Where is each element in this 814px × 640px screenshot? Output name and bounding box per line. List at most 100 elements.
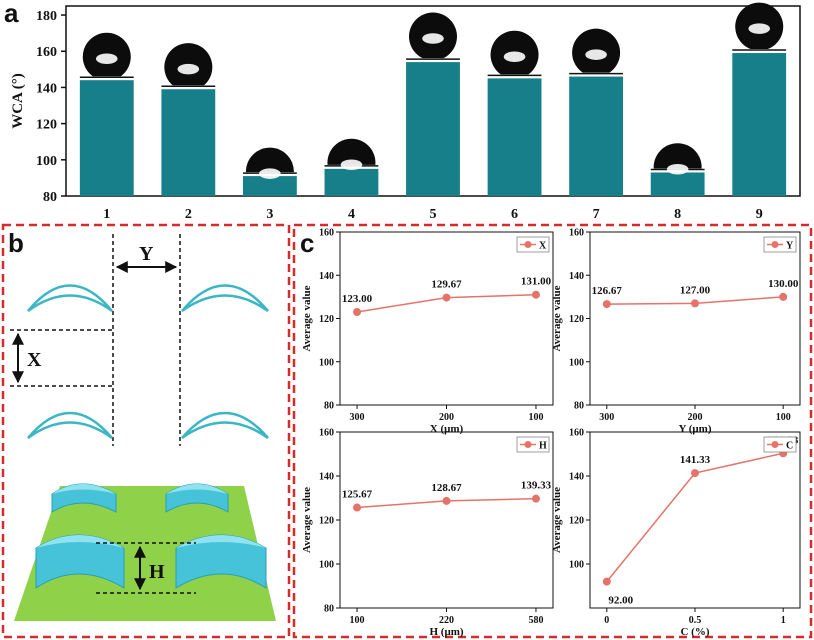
- x-tick-label: 200: [688, 412, 703, 423]
- droplet-highlight: [666, 163, 689, 175]
- data-point: [531, 494, 540, 503]
- average-value-charts: 80 100 120 140 160 Average value 300 200 100 X (μ…: [301, 228, 801, 638]
- x-axis-label: C (%): [680, 626, 709, 638]
- x-tick-label: 6: [511, 207, 518, 222]
- legend-marker: [524, 241, 532, 248]
- x-tick-label: 0: [604, 615, 609, 626]
- water-droplet: [653, 143, 702, 169]
- x-tick-label: 5: [430, 207, 437, 222]
- x-tick-label: 3: [266, 207, 273, 222]
- crescent-shape: [181, 284, 269, 313]
- legend-marker: [771, 441, 779, 448]
- curved-block: [175, 534, 267, 589]
- plot-frame: [589, 231, 801, 406]
- h-dimension-label: H: [149, 561, 165, 583]
- y-tick-label: 140: [36, 81, 57, 96]
- x-axis-label: X (μm): [430, 423, 464, 435]
- data-label: 127.00: [680, 284, 711, 296]
- droplet-highlight: [259, 168, 281, 179]
- panel-letter-a: a: [4, 0, 19, 28]
- y-axis-label: WCA (°): [10, 73, 26, 129]
- bar: [487, 78, 542, 196]
- data-point: [602, 300, 611, 309]
- data-point: [531, 290, 540, 299]
- line-chart-y: 80 100 120 140 160 Average value 300 200 100 Y (μ…: [551, 228, 801, 435]
- data-point: [442, 293, 451, 302]
- y-dimension-label: Y: [139, 243, 154, 265]
- legend-label: X: [539, 241, 547, 252]
- y-axis-label: Average value: [551, 285, 563, 351]
- data-label: 129.67: [431, 279, 462, 291]
- x-axis-label: H (μm): [429, 626, 463, 638]
- droplet-highlight: [422, 33, 444, 44]
- crescent-shape: [181, 411, 269, 440]
- plot-frame: [339, 431, 554, 609]
- bar: [650, 172, 705, 196]
- crescent-shape: [27, 411, 113, 440]
- y-tick-label: 140: [569, 271, 584, 282]
- y-tick-label: 100: [36, 154, 57, 169]
- data-label: 123.00: [342, 293, 373, 305]
- data-point: [442, 496, 451, 505]
- legend-marker: [771, 241, 779, 248]
- x-tick-label: 7: [593, 207, 600, 222]
- y-tick-label: 120: [569, 516, 584, 527]
- data-label: 125.67: [342, 489, 373, 501]
- data-label: 128.67: [431, 482, 462, 494]
- data-label: 141.33: [680, 454, 711, 466]
- data-label: 130.00: [768, 278, 799, 290]
- line-chart-c: 100 120 140 160 Average value 0 0.5 1 C (%) 92.00…: [551, 428, 801, 638]
- y-tick-label: 120: [569, 314, 584, 325]
- bar: [324, 168, 379, 196]
- legend-label: C: [786, 441, 793, 452]
- bar: [569, 76, 624, 196]
- legend-label: H: [539, 441, 547, 452]
- curved-block: [51, 483, 117, 513]
- water-droplet: [245, 147, 294, 173]
- curved-block: [35, 534, 125, 589]
- y-tick-label: 80: [324, 401, 334, 412]
- x-tick-label: 4: [348, 207, 355, 222]
- data-point: [691, 469, 699, 478]
- data-point: [602, 577, 611, 586]
- y-tick-label: 80: [324, 604, 334, 615]
- y-tick-label: 140: [569, 472, 584, 483]
- structure-schematic: Y X H: [10, 234, 276, 621]
- data-label: 139.33: [521, 480, 552, 492]
- legend-label: Y: [786, 241, 794, 252]
- x-tick-label: 9: [756, 207, 763, 222]
- bar: [406, 62, 460, 196]
- panel-c-border: [292, 223, 813, 639]
- droplet-highlight: [340, 159, 363, 171]
- droplet-highlight: [748, 23, 771, 34]
- line-chart-x: 80 100 120 140 160 Average value 300 200 100 X (μ…: [301, 228, 554, 435]
- droplet-highlight: [177, 63, 200, 75]
- crescent-shape: [27, 284, 113, 313]
- y-tick-label: 100: [319, 560, 334, 571]
- x-tick-label: 300: [599, 412, 614, 423]
- droplet-highlight: [503, 51, 526, 63]
- data-point: [353, 308, 362, 317]
- x-tick-label: 200: [439, 412, 454, 423]
- y-tick-label: 80: [574, 401, 584, 412]
- data-point: [779, 292, 788, 301]
- y-axis-label: Average value: [551, 487, 563, 553]
- x-tick-label: 100: [776, 412, 791, 423]
- y-axis-label: Average value: [301, 285, 313, 351]
- y-tick-label: 160: [319, 428, 334, 439]
- y-tick-label: 80: [43, 190, 57, 205]
- bar: [161, 89, 216, 196]
- line-chart-h: 80 100 120 140 160 Average value 100 220 580 H (μ…: [301, 428, 554, 638]
- y-tick-label: 100: [319, 357, 334, 368]
- y-tick-label: 100: [569, 357, 584, 368]
- y-tick-label: 160: [569, 228, 584, 239]
- x-tick-label: 1: [781, 615, 786, 626]
- y-axis-label: Average value: [301, 487, 313, 553]
- x-tick-label: 0.5: [689, 615, 702, 626]
- y-tick-label: 160: [569, 428, 584, 439]
- x-tick-label: 580: [528, 615, 543, 626]
- bar: [732, 53, 787, 196]
- droplet-highlight: [95, 53, 118, 65]
- data-label: 92.00: [608, 595, 633, 607]
